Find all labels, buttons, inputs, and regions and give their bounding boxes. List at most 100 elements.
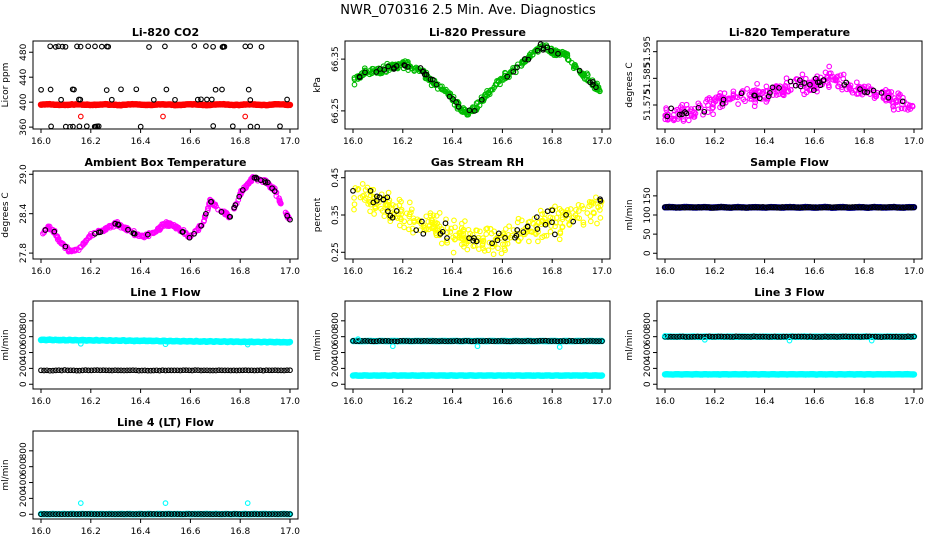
data-point — [574, 214, 581, 221]
data-point — [695, 204, 702, 211]
data-point — [277, 123, 283, 129]
data-point — [355, 336, 361, 342]
data-point — [774, 204, 780, 211]
data-point — [517, 235, 524, 241]
data-point — [61, 511, 68, 517]
data-point — [419, 218, 425, 225]
data-point — [491, 84, 498, 91]
data-point — [103, 511, 110, 517]
data-point — [245, 86, 252, 93]
data-point — [192, 511, 198, 517]
data-point — [77, 500, 84, 506]
data-point — [42, 227, 49, 233]
data-point — [547, 228, 554, 235]
data-point — [576, 67, 583, 74]
data-point — [528, 338, 534, 344]
data-point — [886, 97, 893, 104]
data-point — [458, 220, 465, 227]
data-point — [389, 343, 396, 350]
data-point — [510, 68, 517, 75]
data-point — [724, 333, 731, 340]
data-point — [450, 338, 457, 344]
y-tick-label: 400 — [19, 474, 29, 491]
data-point — [409, 338, 416, 344]
data-point — [168, 511, 175, 517]
data-point — [825, 334, 831, 340]
data-point — [376, 338, 383, 344]
data-point — [141, 367, 148, 374]
panel-title: Li-820 Temperature — [729, 26, 850, 39]
data-point — [870, 87, 877, 94]
data-point — [822, 333, 828, 340]
data-point — [281, 367, 287, 374]
data-point — [757, 204, 763, 211]
data-point — [831, 333, 837, 340]
data-point — [580, 219, 587, 226]
data-point — [734, 94, 741, 101]
data-point — [888, 204, 895, 211]
data-point — [104, 43, 110, 50]
data-point — [826, 63, 833, 70]
y-tick-label: 0.45 — [331, 168, 341, 188]
data-point — [355, 186, 362, 192]
data-point — [902, 106, 908, 112]
data-point — [853, 79, 860, 86]
data-point — [726, 204, 733, 211]
data-point — [788, 204, 794, 211]
data-point — [406, 199, 413, 206]
data-point — [273, 193, 280, 199]
x-tick-label: 16.4 — [131, 397, 151, 407]
data-point — [82, 511, 89, 517]
data-point — [385, 208, 391, 215]
series-dense — [40, 174, 292, 255]
data-point — [362, 338, 368, 344]
data-point — [662, 204, 668, 211]
data-point — [513, 232, 520, 239]
data-point — [542, 221, 549, 228]
data-point — [381, 213, 388, 220]
data-point — [183, 511, 190, 517]
data-point — [213, 367, 219, 374]
data-point — [551, 338, 558, 344]
data-point — [866, 204, 873, 211]
data-point — [70, 367, 77, 374]
data-point — [257, 367, 264, 374]
data-point — [144, 231, 151, 238]
data-point — [469, 231, 476, 238]
data-point — [694, 333, 701, 340]
data-point — [812, 75, 819, 82]
panel-title: Li-820 CO2 — [132, 26, 199, 39]
data-point — [277, 200, 284, 207]
data-point — [411, 219, 417, 225]
data-point — [82, 367, 89, 373]
data-point — [525, 56, 532, 63]
data-point — [909, 103, 916, 110]
data-point — [463, 240, 470, 247]
data-point — [771, 333, 778, 340]
data-point — [390, 202, 396, 208]
data-point — [429, 76, 436, 83]
data-point — [233, 367, 240, 374]
data-point — [804, 204, 811, 211]
data-point — [436, 210, 443, 216]
data-point — [844, 204, 850, 211]
data-point — [127, 511, 133, 517]
data-point — [242, 113, 249, 120]
data-point — [275, 367, 281, 374]
series-cyan — [349, 372, 606, 379]
y-tick-label: 0 — [331, 381, 341, 387]
data-point — [719, 100, 726, 107]
data-point — [674, 333, 680, 340]
data-point — [733, 333, 739, 340]
data-point — [387, 215, 393, 221]
x-tick-label: 16.8 — [542, 137, 562, 147]
data-point — [799, 71, 806, 78]
data-point — [765, 93, 772, 100]
panel-co2: Li-820 CO2 Licor ppm 16.0 16.2 16.4 16.6 16.8 1… — [1, 26, 300, 147]
data-point — [141, 234, 148, 241]
data-point — [715, 204, 722, 211]
x-tick-label: 16.0 — [31, 267, 51, 277]
x-tick-label: 16.0 — [655, 267, 675, 277]
data-point — [224, 367, 231, 374]
data-point — [264, 179, 271, 186]
